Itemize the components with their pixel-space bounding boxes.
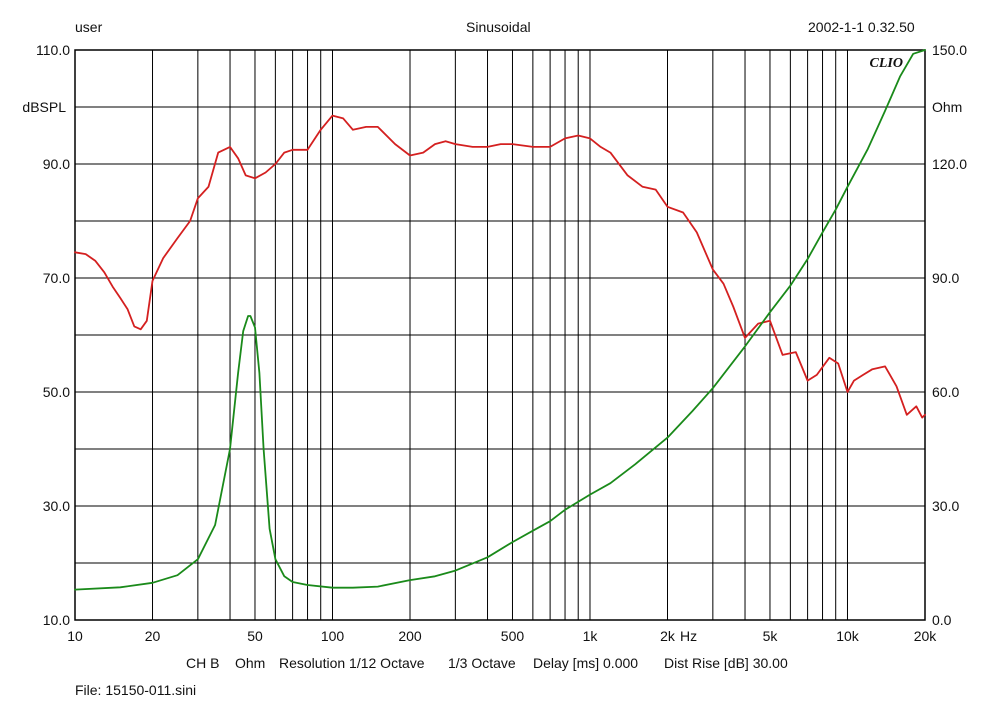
footer-unit: Ohm [235,655,266,671]
footer-file: File: 15150-011.sini [75,682,197,698]
x-tick-label: 50 [247,628,263,644]
footer-delay: Delay [ms] 0.000 [533,655,639,671]
footer-resolution: Resolution 1/12 Octave [279,655,425,671]
y-tick-label: 50.0 [43,384,70,400]
tick-labels: 10 20 50 100 200 500 1k 2k 5k 10k 20k 110.0 90.0 70.0… [36,42,967,644]
y2-tick-label: 120.0 [932,156,967,172]
x-tick-label: 100 [321,628,345,644]
y-tick-label: 30.0 [43,498,70,514]
footer-smoothing: 1/3 Octave [448,655,516,671]
x-tick-label: 5k [763,628,779,644]
impedance-series-line [74,49,926,591]
x-tick-label: 1k [583,628,599,644]
x-tick-label: 20 [145,628,161,644]
x-tick-label: 2k [660,628,676,644]
y2-tick-label: 60.0 [932,384,959,400]
y2-tick-label: 0.0 [932,612,952,628]
header-user: user [75,19,103,35]
x-tick-label: 10k [836,628,860,644]
x-tick-label: 200 [398,628,422,644]
x-tick-label: 500 [501,628,525,644]
clio-logo: CLIO [870,56,903,71]
y-tick-label: 90.0 [43,156,70,172]
x-tick-label: 20k [914,628,938,644]
y-axis-label: dBSPL [22,99,66,115]
y-tick-label: 110.0 [36,42,70,58]
y2-tick-label: 90.0 [932,270,959,286]
spl-series-line [74,114,926,419]
footer-dist-rise: Dist Rise [dB] 30.00 [664,655,788,671]
grid [75,50,925,620]
footer-channel: CH B [186,655,220,671]
y-tick-label: 70.0 [43,270,70,286]
series-lines [74,49,926,591]
y2-axis-label: Ohm [932,99,962,115]
chart-title: Sinusoidal [466,19,531,35]
y-tick-label: 10.0 [43,612,70,628]
x-tick-label: 10 [67,628,83,644]
header-datetime: 2002-1-1 0.32.50 [808,19,915,35]
plot-frame [74,49,926,621]
y2-tick-label: 150.0 [932,42,967,58]
y2-tick-label: 30.0 [932,498,959,514]
x-axis-label: Hz [680,628,697,644]
